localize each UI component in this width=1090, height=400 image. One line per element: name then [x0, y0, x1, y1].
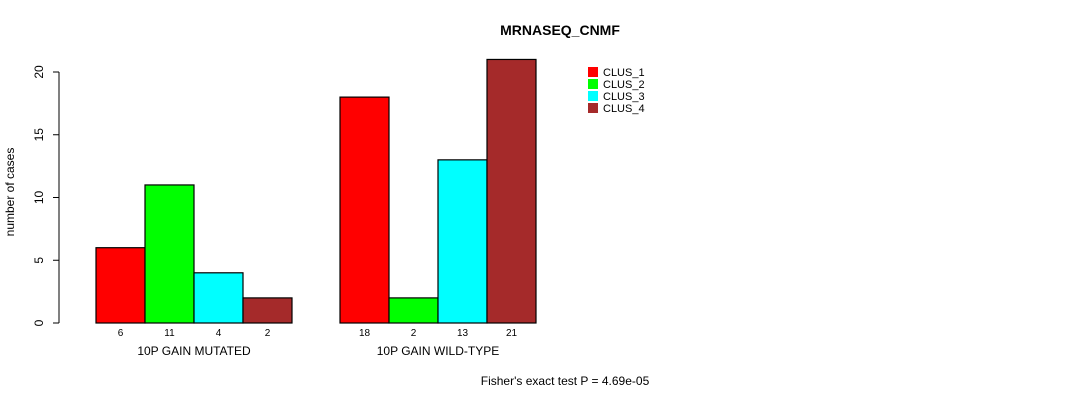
y-axis-label: number of cases: [3, 148, 17, 237]
bar-clus_4: [242, 297, 293, 324]
bar-clus_3: [193, 272, 244, 324]
legend-label: CLUS_4: [603, 103, 645, 115]
legend-label: CLUS_3: [603, 91, 645, 103]
bar-clus_1: [95, 247, 146, 324]
bar-value-label: 2: [411, 328, 417, 339]
bar-value-label: 4: [216, 328, 222, 339]
y-tick-label: 10: [32, 191, 46, 205]
annotation-fisher: Fisher's exact test P = 4.69e-05: [481, 374, 650, 388]
legend-swatch: [588, 79, 598, 89]
bar-value-label: 13: [457, 328, 469, 339]
bar-value-label: 11: [164, 328, 175, 339]
bar-value-label: 18: [359, 328, 371, 339]
y-tick-label: 20: [32, 65, 46, 79]
bar-clus_2: [144, 184, 195, 324]
legend-label: CLUS_1: [603, 67, 645, 79]
legend-swatch: [588, 103, 598, 113]
chart-title: MRNASEQ_CNMF: [500, 22, 620, 38]
legend-swatch: [588, 67, 598, 77]
bar-clus_2: [388, 297, 439, 324]
group-label: 10P GAIN WILD-TYPE: [377, 344, 499, 358]
bar-clus_1: [339, 96, 390, 324]
bar-clus_4: [486, 58, 537, 324]
legend-swatch: [588, 91, 598, 101]
y-tick-label: 0: [32, 319, 46, 326]
bar-value-label: 2: [265, 328, 271, 339]
bar-value-label: 21: [506, 328, 518, 339]
bar-clus_3: [437, 159, 488, 324]
group-label: 10P GAIN MUTATED: [137, 344, 251, 358]
y-tick-label: 15: [32, 128, 46, 142]
y-tick-label: 5: [32, 257, 46, 264]
legend-label: CLUS_2: [603, 79, 645, 91]
bar-value-label: 6: [118, 328, 124, 339]
